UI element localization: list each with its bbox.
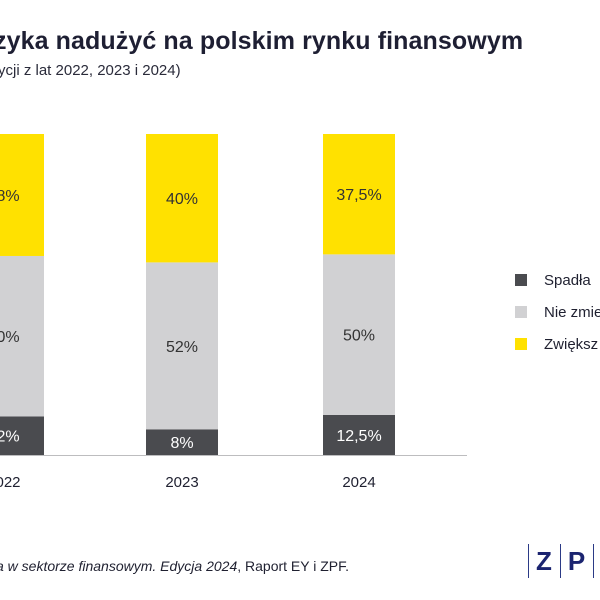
chart-title: zyka nadużyć na polskim rynku finansowym: [0, 27, 524, 55]
legend-item-decreased: Spadła: [515, 270, 600, 290]
legend-swatch-unchanged: [515, 306, 527, 318]
data-label-decreased-2024: 12,5%: [336, 428, 381, 445]
logo-letter-p: P: [567, 545, 587, 576]
bar-segment-unchanged-2024: [323, 254, 395, 415]
data-label-unchanged-2024: 50%: [343, 328, 375, 345]
data-label-increased-2022: 8%: [0, 188, 20, 205]
bar-segment-unchanged-2023: [146, 262, 218, 430]
legend: Spadła Nie zmie Zwiększ: [515, 270, 600, 366]
bar-segment-decreased-2022: [0, 416, 44, 455]
logo-letter-z: Z: [536, 545, 553, 576]
legend-item-increased: Zwiększ: [515, 334, 600, 354]
data-label-decreased-2022: 2%: [0, 429, 20, 446]
bar-segment-increased-2023: [146, 134, 218, 263]
legend-label-increased: Zwiększ: [544, 335, 599, 353]
legend-swatch-increased: [515, 338, 527, 350]
source-note: a w sektorze finansowym. Edycja 2024, Ra…: [0, 558, 349, 574]
x-tick-label-2023: 2023: [165, 474, 198, 491]
bar-segment-unchanged-2022: [0, 255, 44, 417]
x-tick-label-2024: 2024: [342, 474, 375, 491]
data-label-increased-2024: 37,5%: [336, 187, 381, 204]
bar-segment-decreased-2023: [146, 429, 218, 455]
legend-swatch-decreased: [515, 274, 527, 286]
bar-segment-increased-2024: [323, 134, 395, 255]
logo-divider: [528, 544, 529, 578]
legend-item-unchanged: Nie zmie: [515, 302, 600, 322]
bar-segment-decreased-2024: [323, 414, 395, 455]
logo-divider: [559, 544, 561, 578]
x-tick-label-2022: 022: [0, 474, 21, 491]
source-italic: a w sektorze finansowym. Edycja 2024: [0, 558, 238, 574]
source-rest: , Raport EY i ZPF.: [237, 558, 350, 574]
data-label-increased-2023: 40%: [166, 191, 198, 208]
chart-subtitle: ycji z lat 2022, 2023 i 2024): [0, 62, 181, 79]
logo-divider: [593, 544, 595, 578]
data-label-unchanged-2023: 52%: [166, 339, 198, 356]
data-label-unchanged-2022: 0%: [0, 329, 20, 346]
legend-label-decreased: Spadła: [544, 271, 591, 289]
bar-segment-increased-2022: [0, 134, 44, 256]
zpf-logo: Z P: [528, 543, 595, 579]
data-label-decreased-2023: 8%: [170, 435, 193, 452]
legend-label-unchanged: Nie zmie: [544, 303, 600, 321]
